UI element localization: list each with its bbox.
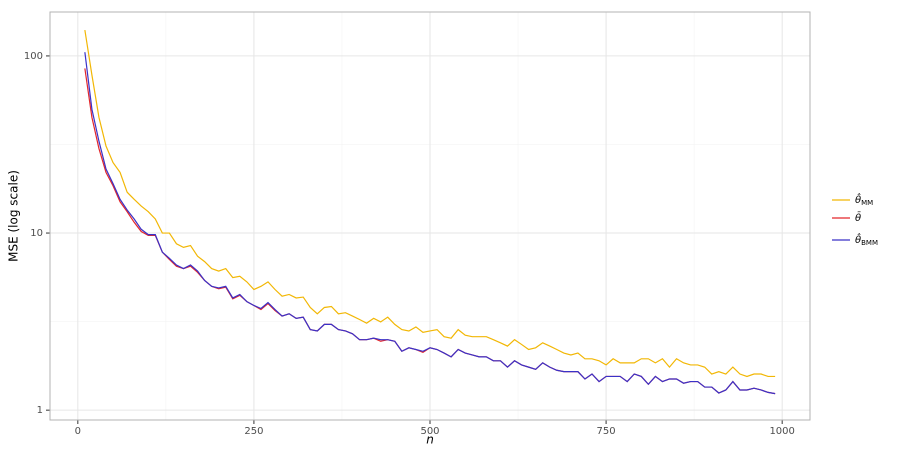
legend-label: θ̄ (855, 211, 861, 224)
legend-subscript: BMM (861, 239, 878, 247)
legend-subscript: MM (861, 199, 873, 207)
series-line (84, 29, 776, 378)
y-tick-label: 1 (37, 405, 43, 416)
y-tick-label: 10 (30, 228, 43, 239)
y-axis-title: MSE (log scale) (7, 170, 21, 262)
panel-border (49, 11, 811, 421)
legend-name: θ̂ (855, 192, 861, 206)
legend-label: θ̂BMM (855, 232, 878, 247)
x-axis-title: n (426, 433, 434, 447)
legend-name: θ̂ (855, 232, 861, 246)
legend-name: θ̄ (855, 211, 861, 224)
x-tick-label: 750 (597, 426, 616, 437)
x-tick-label: 0 (75, 426, 81, 437)
y-tick-label: 100 (24, 51, 43, 62)
x-tick-label: 1000 (769, 426, 794, 437)
x-tick-label: 500 (420, 426, 439, 437)
x-tick-label: 250 (244, 426, 263, 437)
legend-label: θ̂MM (855, 192, 873, 207)
series-line (84, 52, 776, 395)
